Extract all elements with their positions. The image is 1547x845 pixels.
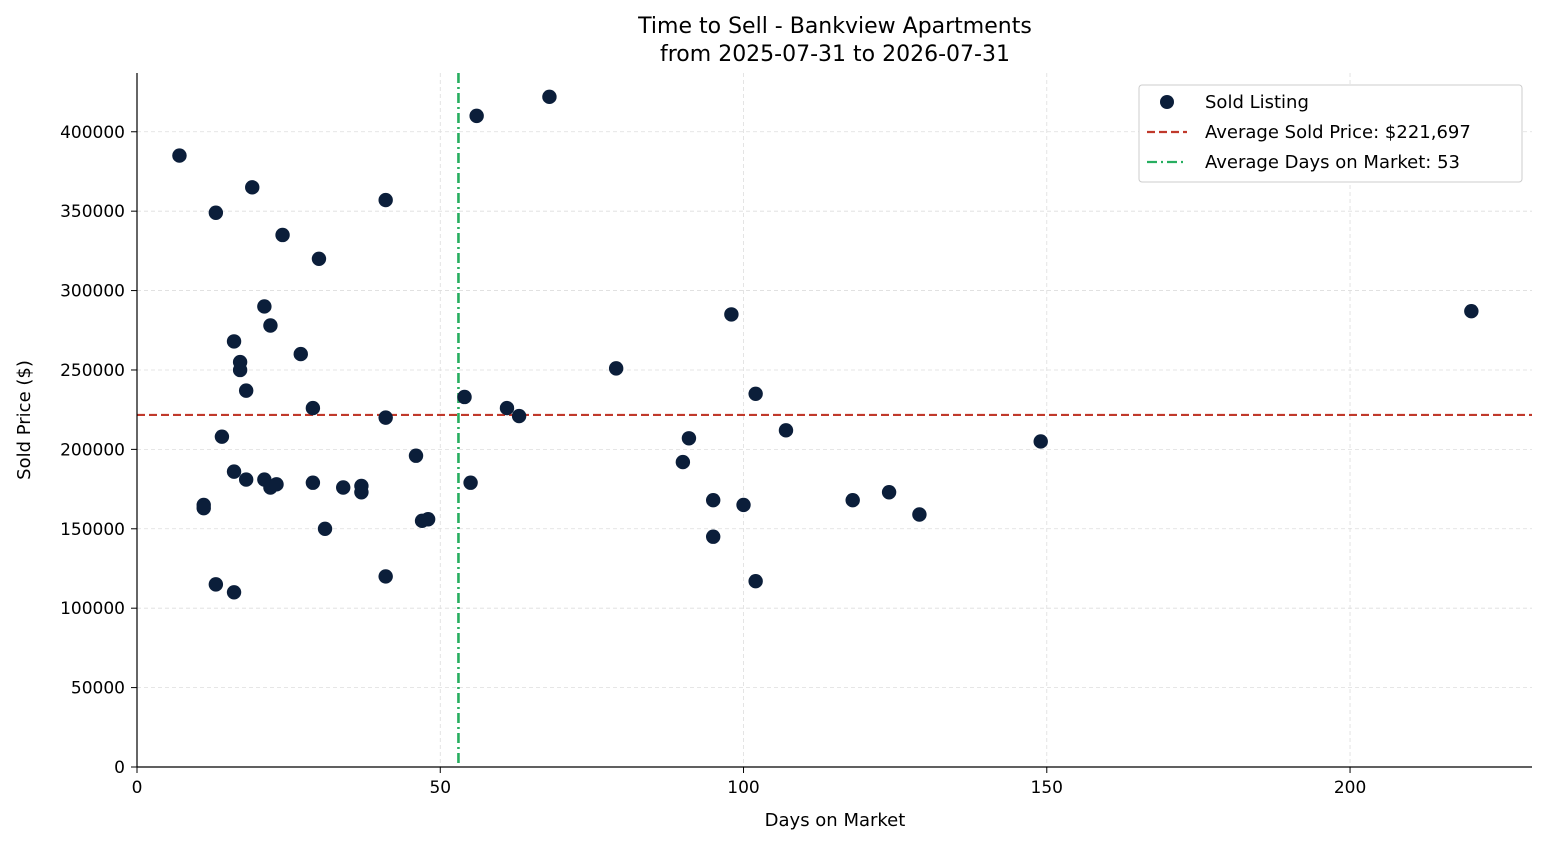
data-point bbox=[542, 89, 557, 105]
data-point bbox=[226, 585, 242, 600]
data-point bbox=[778, 423, 794, 438]
y-tick-label: 0 bbox=[114, 758, 125, 778]
data-point bbox=[681, 431, 697, 446]
data-point bbox=[317, 521, 333, 536]
data-point bbox=[354, 485, 369, 500]
data-point bbox=[748, 386, 763, 401]
grid-lines bbox=[137, 73, 1532, 767]
y-tick-label: 200000 bbox=[60, 440, 125, 460]
data-point bbox=[463, 475, 478, 490]
y-tick-label: 350000 bbox=[60, 202, 125, 222]
data-point bbox=[275, 227, 290, 243]
y-axis-label: Sold Price ($) bbox=[14, 360, 35, 480]
data-point bbox=[705, 529, 721, 544]
data-point bbox=[378, 192, 393, 208]
x-axis-label: Days on Market bbox=[765, 810, 906, 831]
x-tick-label: 100 bbox=[727, 778, 759, 798]
data-point bbox=[469, 108, 484, 124]
y-tick-label: 100000 bbox=[60, 599, 125, 619]
data-point bbox=[263, 318, 278, 333]
data-point bbox=[305, 475, 321, 490]
data-point bbox=[1033, 434, 1048, 449]
data-point bbox=[208, 205, 224, 220]
legend-label-sold-listing: Sold Listing bbox=[1205, 92, 1309, 113]
data-point bbox=[305, 400, 321, 416]
data-point bbox=[196, 500, 211, 516]
data-point bbox=[232, 362, 248, 378]
chart-subtitle: from 2025-07-31 to 2026-07-31 bbox=[660, 42, 1010, 67]
data-point bbox=[420, 512, 436, 527]
x-tick-label: 200 bbox=[1334, 778, 1366, 798]
data-point bbox=[238, 472, 254, 487]
y-tick-label: 250000 bbox=[60, 361, 125, 381]
data-point bbox=[378, 410, 393, 425]
data-point bbox=[208, 577, 224, 592]
legend-label-average-price: Average Sold Price: $221,697 bbox=[1205, 122, 1471, 143]
y-tick-label: 300000 bbox=[60, 282, 125, 302]
data-point bbox=[172, 148, 187, 163]
x-axis-ticks: 0 50 100 150 200 bbox=[132, 767, 1366, 798]
data-point bbox=[269, 477, 284, 492]
data-point bbox=[257, 299, 272, 314]
x-tick-label: 50 bbox=[429, 778, 451, 798]
y-axis-ticks: 0 50000 100000 150000 200000 250000 300000 3500… bbox=[60, 123, 137, 778]
data-point bbox=[736, 497, 751, 513]
legend-label-average-days: Average Days on Market: 53 bbox=[1205, 152, 1460, 173]
y-tick-label: 50000 bbox=[71, 679, 125, 699]
y-tick-label: 400000 bbox=[60, 123, 125, 143]
data-point bbox=[378, 569, 393, 584]
y-tick-label: 150000 bbox=[60, 520, 125, 540]
data-point bbox=[912, 507, 927, 522]
data-point bbox=[724, 307, 739, 322]
data-point bbox=[226, 464, 242, 479]
data-point bbox=[881, 485, 897, 500]
chart-title: Time to Sell - Bankview Apartments bbox=[637, 14, 1032, 39]
data-point bbox=[293, 346, 308, 362]
data-point bbox=[408, 448, 424, 463]
legend-marker-sold-listing bbox=[1160, 95, 1174, 109]
data-point bbox=[226, 334, 242, 349]
x-tick-label: 0 bbox=[132, 778, 143, 798]
data-point bbox=[1464, 304, 1479, 319]
data-point bbox=[245, 180, 260, 195]
data-point bbox=[238, 383, 254, 398]
data-point bbox=[675, 454, 691, 470]
data-point bbox=[311, 251, 327, 267]
data-point bbox=[336, 480, 351, 495]
legend: Sold Listing Average Sold Price: $221,69… bbox=[1138, 84, 1523, 183]
legend-box bbox=[1138, 84, 1523, 183]
data-point bbox=[748, 573, 763, 589]
data-point bbox=[608, 361, 624, 376]
data-point bbox=[845, 492, 860, 508]
x-tick-label: 150 bbox=[1031, 778, 1063, 798]
reference-lines bbox=[137, 73, 1532, 767]
data-point bbox=[499, 400, 515, 416]
data-points bbox=[172, 89, 1479, 600]
data-point bbox=[457, 389, 472, 405]
data-point bbox=[705, 492, 721, 508]
data-point bbox=[214, 429, 230, 444]
data-point bbox=[511, 408, 527, 424]
